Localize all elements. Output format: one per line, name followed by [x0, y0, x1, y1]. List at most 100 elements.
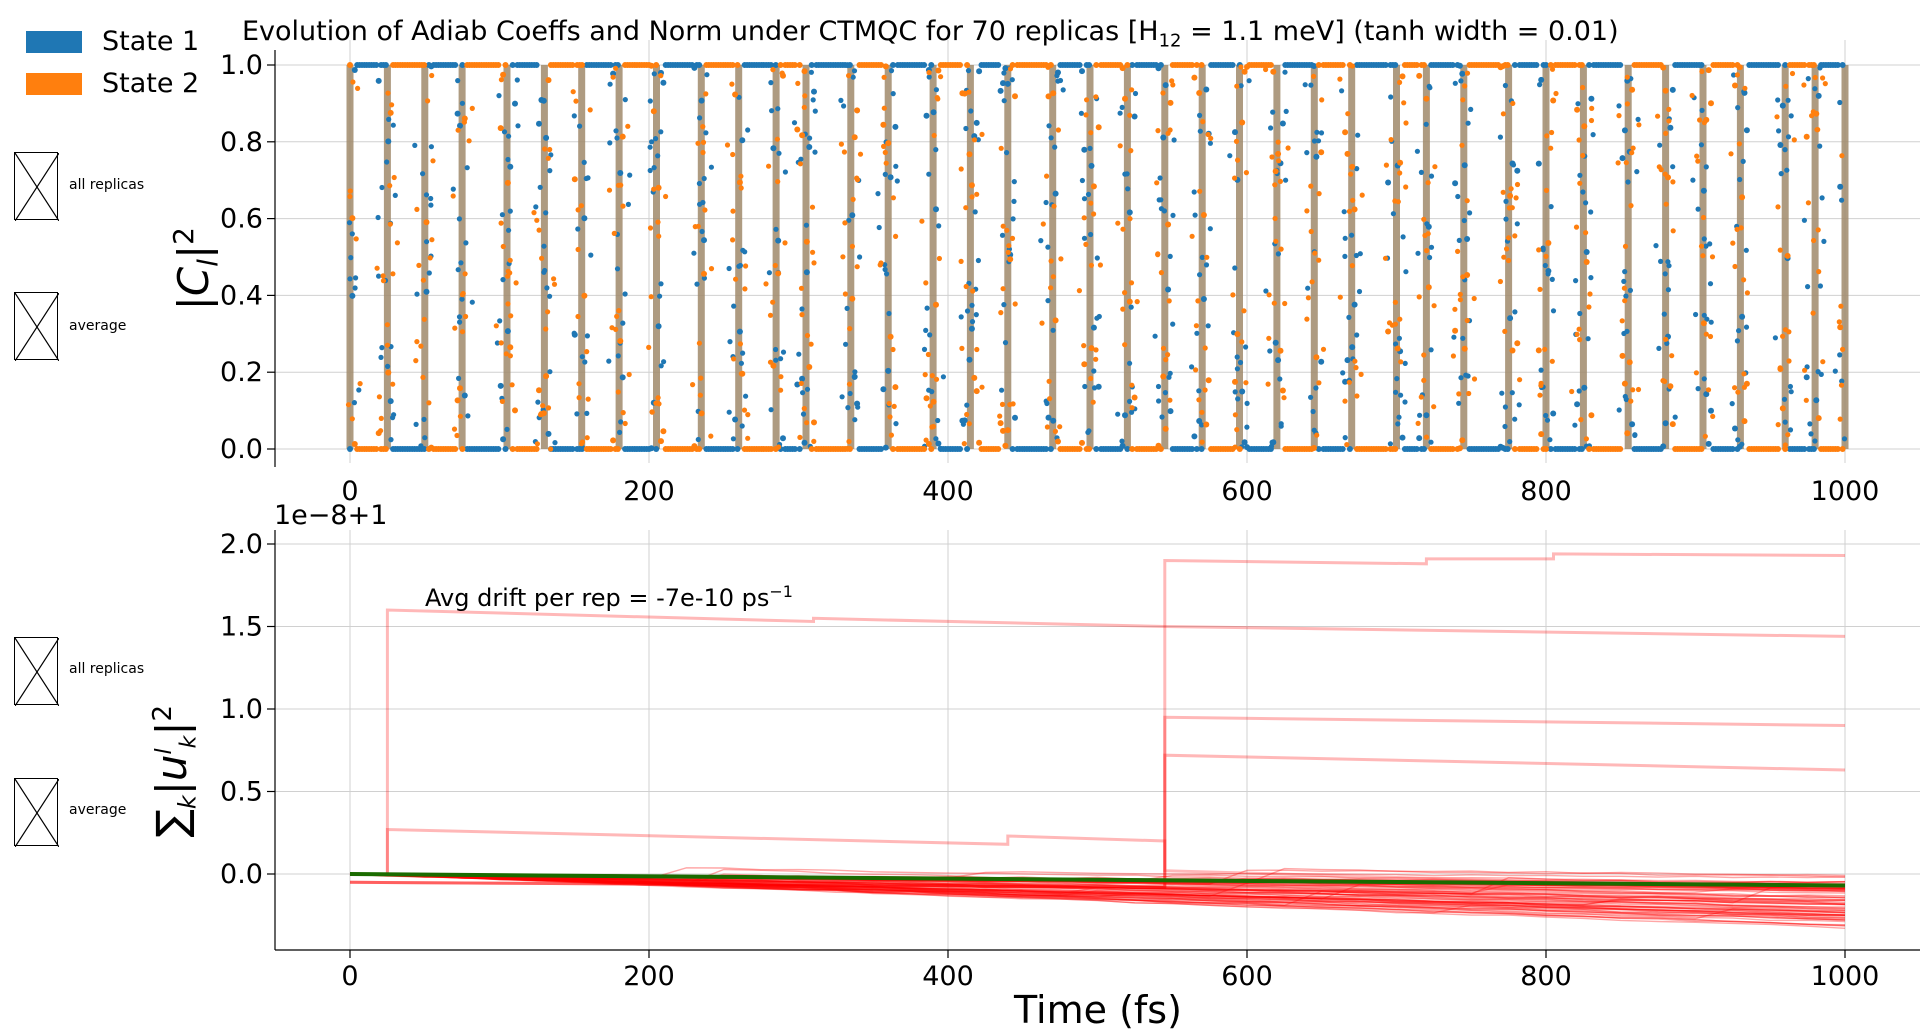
state1-point: [1277, 376, 1283, 382]
state1-point: [1238, 83, 1244, 89]
state1-point: [1810, 446, 1817, 452]
state2-point: [1263, 66, 1269, 73]
bottom-ytick-label: 1.0: [220, 694, 263, 725]
state1-point: [928, 62, 935, 68]
bottom-xtick-label: 200: [623, 961, 675, 992]
state1-point: [1666, 263, 1672, 269]
state2-point: [540, 403, 546, 409]
state1-point: [964, 446, 971, 452]
state1-point: [1081, 146, 1088, 153]
state1-point: [700, 199, 706, 206]
state2-point: [1266, 292, 1272, 298]
replica-line-highlight: [349, 552, 1846, 889]
state1-point: [1464, 236, 1471, 242]
state1-point: [1577, 310, 1583, 317]
state1-point: [1574, 401, 1581, 408]
state1-point: [392, 192, 398, 198]
state2-point: [738, 185, 744, 191]
state1-point: [1839, 378, 1845, 384]
state1-point: [855, 404, 861, 410]
state1-point: [1549, 276, 1555, 282]
state1-point: [387, 398, 394, 405]
state1-point: [1660, 443, 1667, 450]
state1-point: [1616, 407, 1622, 413]
state2-point: [730, 237, 736, 243]
state2-point: [1344, 442, 1350, 448]
state2-point: [1571, 62, 1578, 68]
state2-point: [1805, 200, 1811, 206]
state2-point: [1052, 317, 1059, 324]
state2-point: [1279, 387, 1286, 394]
state2-point: [1122, 290, 1128, 296]
state2-point: [1234, 331, 1241, 338]
state1-point: [1388, 94, 1394, 100]
state1-point: [428, 202, 434, 208]
state2-point: [958, 258, 964, 264]
state1-point: [426, 270, 432, 276]
state2-point: [998, 310, 1004, 316]
state1-point: [379, 184, 385, 191]
state2-point: [1203, 421, 1210, 428]
broken-image-icon: [14, 292, 60, 362]
state1-point: [1382, 62, 1389, 68]
state1-point: [1227, 153, 1233, 159]
state1-point: [1090, 324, 1097, 331]
state1-point: [1167, 370, 1173, 376]
state2-point: [1665, 174, 1671, 181]
state2-point: [1511, 446, 1518, 452]
state1-point: [890, 91, 896, 97]
state1-point: [456, 216, 462, 222]
state2-point: [1815, 415, 1822, 422]
state2-point: [1128, 148, 1134, 154]
state1-point: [1571, 446, 1578, 452]
state2-point: [1392, 446, 1399, 452]
state2-point: [1548, 145, 1554, 151]
state2-point: [1583, 230, 1589, 236]
state2-point: [1663, 201, 1669, 207]
state1-point: [1402, 399, 1408, 405]
state2-point: [1628, 203, 1634, 209]
state2-point: [1129, 405, 1135, 411]
state1-point: [1662, 271, 1668, 277]
state2-point: [1505, 257, 1512, 264]
state2-point: [1349, 163, 1356, 170]
state1-point: [1788, 113, 1794, 119]
state1-point: [708, 164, 715, 170]
state2-point: [543, 373, 550, 380]
state2-point: [1544, 133, 1550, 139]
state1-point: [926, 171, 932, 177]
state2-point: [1543, 187, 1550, 193]
state1-point: [1455, 193, 1461, 200]
state1-point: [1782, 147, 1788, 153]
state2-point: [418, 343, 424, 349]
state1-point: [969, 319, 976, 325]
state1-point: [1002, 65, 1009, 72]
state1-point: [1813, 397, 1820, 404]
state2-point: [1839, 153, 1845, 159]
state2-point: [1044, 424, 1050, 430]
state2-point: [708, 266, 715, 272]
state1-point: [1781, 396, 1788, 402]
state2-point: [1513, 195, 1519, 201]
state2-point: [509, 382, 515, 388]
state1-point: [1428, 439, 1434, 445]
state2-point: [881, 143, 887, 149]
state1-point: [625, 201, 632, 207]
state1-point: [1088, 162, 1095, 169]
state1-point: [454, 110, 461, 117]
state1-point: [745, 127, 751, 133]
legend-item-state1: State 1: [26, 26, 199, 57]
state2-point: [1586, 446, 1593, 452]
state2-point: [797, 161, 804, 167]
replica-line: [349, 873, 1846, 929]
state1-point: [1159, 414, 1165, 420]
state2-point: [545, 77, 552, 84]
state2-point: [854, 177, 861, 183]
state1-point: [1542, 262, 1548, 269]
state2-point: [1155, 252, 1161, 258]
state2-point: [513, 280, 519, 286]
replica-line: [349, 873, 1846, 901]
state2-point: [357, 381, 363, 387]
state1-point: [1193, 446, 1200, 452]
state1-point: [803, 222, 810, 228]
